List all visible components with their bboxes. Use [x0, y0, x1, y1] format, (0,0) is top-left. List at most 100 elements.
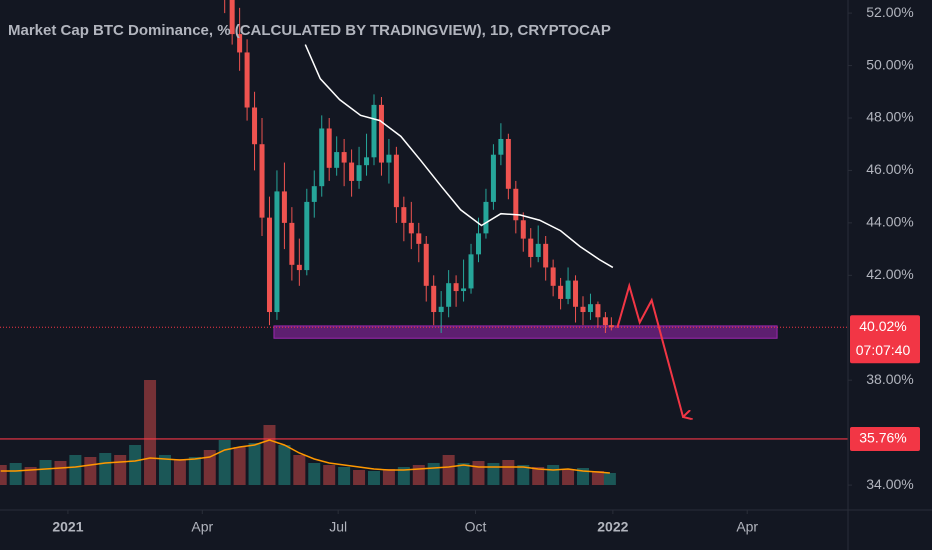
x-tick-label: 2022 — [597, 519, 628, 535]
candle-body — [319, 128, 325, 187]
volume-bar — [547, 465, 560, 485]
candle-body — [543, 243, 549, 268]
candle-body — [565, 280, 571, 299]
candle-body — [289, 222, 295, 265]
support-zone — [273, 325, 778, 339]
candle-body — [446, 283, 452, 307]
candle-body — [431, 285, 437, 313]
y-tick-label: 46.00% — [866, 161, 913, 177]
candle-body — [498, 138, 504, 155]
y-tick-label: 42.00% — [866, 266, 913, 282]
volume-bar — [603, 473, 616, 485]
candle-body — [505, 138, 511, 189]
candle-body — [573, 280, 579, 307]
candle-body — [580, 306, 586, 313]
moving-average — [304, 44, 614, 269]
volume-bar — [502, 460, 515, 485]
candle-body — [296, 264, 302, 271]
candle-body — [423, 243, 429, 286]
volume-bar — [114, 455, 127, 485]
candle-body — [595, 304, 601, 318]
volume-bar — [188, 457, 201, 485]
candle-body — [252, 107, 258, 145]
volume-bar — [367, 471, 380, 485]
y-tick-label: 38.00% — [866, 371, 913, 387]
candle-body — [386, 154, 392, 163]
candle-body — [311, 186, 317, 202]
volume-bar — [158, 455, 171, 485]
volume-bar — [412, 465, 425, 485]
candle-body — [438, 306, 444, 313]
volume-bar — [353, 470, 366, 485]
volume-bar — [427, 463, 440, 485]
x-tick-label: Apr — [736, 519, 758, 535]
candle-body — [528, 238, 534, 257]
y-tick-label: 52.00% — [866, 4, 913, 20]
candle-body — [266, 217, 272, 313]
x-tick-label: Oct — [465, 519, 487, 535]
candle-body — [326, 128, 332, 168]
volume-bar — [577, 468, 589, 485]
x-tick-label: 2021 — [52, 519, 83, 535]
candle-body — [259, 144, 265, 218]
volume-bar — [338, 467, 351, 485]
volume-bar — [54, 461, 67, 485]
candle-body — [229, 0, 235, 35]
chart-title: Market Cap BTC Dominance, % (CALCULATED … — [8, 22, 611, 39]
candle-body — [468, 254, 474, 289]
volume-bar — [591, 471, 604, 485]
volume-bar — [487, 463, 500, 485]
volume-bar — [144, 380, 157, 485]
candle-body — [334, 152, 340, 168]
candle-body — [535, 243, 541, 257]
candle-body — [274, 191, 280, 313]
volume-bar — [203, 450, 216, 485]
volume-bar — [263, 425, 276, 485]
candle-body — [378, 104, 384, 163]
level-label-box — [850, 426, 920, 451]
candle-body — [490, 154, 496, 202]
candle-body — [453, 283, 459, 292]
volume-bar — [99, 453, 112, 485]
candle-body — [356, 165, 362, 181]
y-tick-label: 34.00% — [866, 476, 913, 492]
candle-body — [304, 201, 310, 271]
candle-body — [520, 220, 526, 239]
volume-bar — [382, 469, 395, 485]
axes: 34.00% 38.00% 42.00% 44.00% 46.00% 48.00% 50.0… — [52, 4, 920, 535]
volume-bar — [218, 440, 231, 485]
projection-arrow — [616, 282, 683, 417]
volume-bar — [24, 467, 37, 485]
volume-bar — [293, 455, 306, 485]
x-tick-label: Apr — [191, 519, 213, 535]
volume-bar — [562, 469, 575, 485]
volume-bar — [69, 455, 82, 485]
current-price-box — [850, 315, 920, 364]
current-price-label: 40.02% — [859, 318, 906, 334]
volume-bar — [517, 465, 530, 485]
candle-body — [401, 207, 407, 223]
candle-body — [558, 285, 564, 299]
volume-bar — [248, 443, 261, 485]
volume-bar — [233, 447, 246, 485]
countdown-label: 07:07:40 — [856, 342, 911, 358]
volume-ma-line — [0, 439, 610, 474]
volume-bar — [129, 445, 142, 485]
y-tick-label: 50.00% — [866, 56, 913, 72]
candle-body — [587, 304, 593, 313]
candle-body — [608, 325, 614, 328]
volume-bar — [472, 461, 485, 485]
candle-body — [341, 152, 347, 163]
candle-body — [550, 267, 556, 286]
candle-body — [416, 233, 422, 244]
candle-body — [364, 157, 370, 166]
volume-bar — [9, 463, 22, 485]
candle-body — [408, 222, 414, 234]
candle-body — [244, 52, 250, 108]
volume-bar — [442, 455, 455, 485]
volume-bar — [39, 460, 52, 485]
candle-body — [475, 233, 481, 255]
candle-body — [602, 317, 608, 326]
candle-body — [371, 104, 377, 158]
